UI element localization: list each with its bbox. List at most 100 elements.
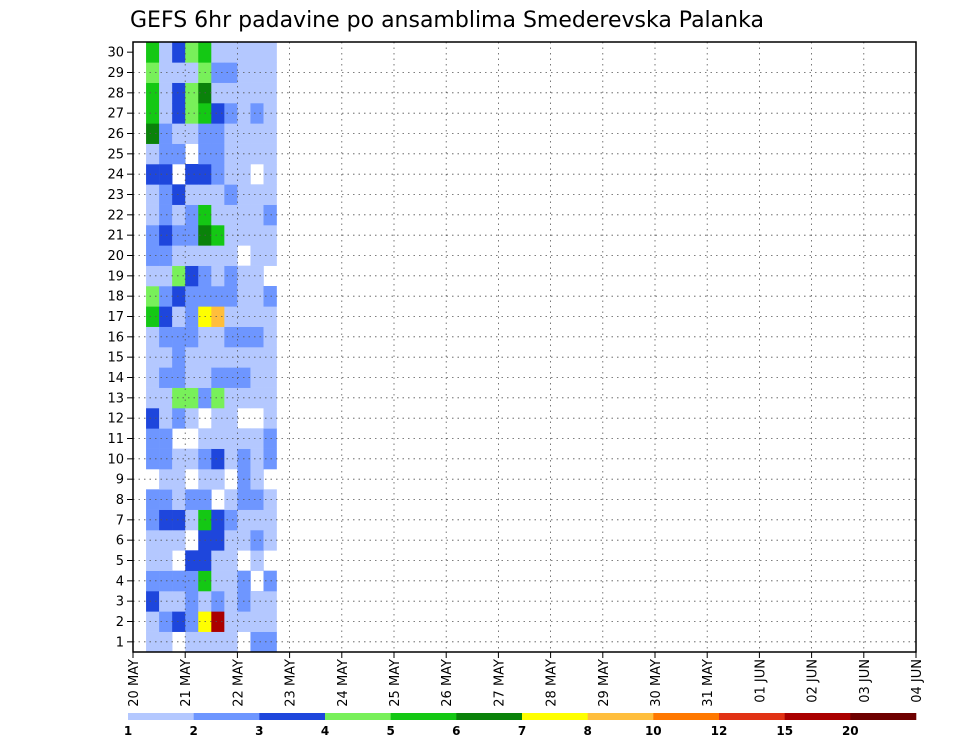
legend-label: 10 bbox=[645, 724, 662, 738]
precip-cell bbox=[263, 570, 277, 592]
precip-cell bbox=[224, 143, 238, 165]
precip-cell bbox=[172, 62, 186, 83]
precip-cell bbox=[159, 123, 173, 144]
precip-cell bbox=[211, 204, 225, 226]
precip-cell bbox=[224, 530, 238, 551]
precip-cell bbox=[185, 225, 199, 246]
precip-cell bbox=[224, 245, 238, 266]
precip-cell bbox=[159, 204, 173, 226]
precip-cell bbox=[224, 611, 238, 632]
precip-cell bbox=[146, 367, 160, 388]
precip-cell bbox=[263, 245, 277, 266]
precip-cell bbox=[159, 82, 173, 104]
y-tick-label: 3 bbox=[116, 595, 124, 610]
precip-cell bbox=[211, 306, 225, 327]
precip-cell bbox=[224, 550, 238, 571]
legend-label: 8 bbox=[584, 724, 592, 738]
precip-cell bbox=[185, 184, 199, 205]
precip-cell bbox=[185, 408, 199, 429]
precip-cell bbox=[250, 489, 264, 510]
y-tick-label: 13 bbox=[107, 391, 124, 406]
precip-cell bbox=[172, 591, 186, 612]
x-tick-label: 28 MAY bbox=[545, 659, 560, 707]
precip-cell bbox=[159, 408, 173, 429]
precip-cell bbox=[146, 123, 160, 144]
precip-cell bbox=[211, 225, 225, 246]
precip-cell bbox=[146, 428, 160, 449]
precip-cell bbox=[224, 448, 238, 470]
y-axis: 1234567891011121314151617181920212223242… bbox=[107, 46, 133, 650]
precip-cell bbox=[185, 611, 199, 632]
x-tick-label: 27 MAY bbox=[492, 659, 507, 707]
y-tick-label: 29 bbox=[107, 66, 124, 81]
precip-cell bbox=[263, 448, 277, 470]
precip-cell bbox=[146, 204, 160, 226]
legend-label: 5 bbox=[387, 724, 395, 738]
precip-cell bbox=[211, 428, 225, 449]
precip-cell bbox=[250, 428, 264, 449]
y-tick-label: 4 bbox=[116, 574, 124, 589]
precip-cell bbox=[146, 42, 160, 63]
precip-cell bbox=[185, 306, 199, 327]
precip-cell bbox=[250, 347, 264, 368]
precip-cell bbox=[263, 143, 277, 165]
precip-cell bbox=[224, 326, 238, 348]
y-tick-label: 1 bbox=[116, 635, 124, 650]
precip-cell bbox=[250, 326, 264, 348]
precip-cell bbox=[263, 428, 277, 449]
precip-cell bbox=[185, 570, 199, 592]
precip-cell bbox=[263, 367, 277, 388]
precip-cell bbox=[159, 164, 173, 185]
precip-cell bbox=[159, 225, 173, 246]
precip-cell bbox=[250, 611, 264, 632]
precip-cell bbox=[224, 42, 238, 63]
precip-cell bbox=[159, 367, 173, 388]
precip-cell bbox=[159, 306, 173, 327]
precip-cell bbox=[250, 103, 264, 124]
precip-cell bbox=[224, 631, 238, 653]
x-tick-label: 01 JUN bbox=[753, 659, 768, 703]
precip-cell bbox=[146, 306, 160, 327]
precip-cell bbox=[250, 184, 264, 205]
precip-cell bbox=[172, 103, 186, 124]
x-tick-label: 03 JUN bbox=[858, 659, 873, 703]
legend-label: 15 bbox=[776, 724, 793, 738]
precip-cell bbox=[185, 123, 199, 144]
precip-cell bbox=[250, 591, 264, 612]
precip-cell bbox=[211, 62, 225, 83]
precip-cell bbox=[250, 225, 264, 246]
precip-cell bbox=[224, 123, 238, 144]
precip-cell bbox=[159, 611, 173, 632]
precip-cell bbox=[146, 164, 160, 185]
precip-cell bbox=[172, 143, 186, 165]
precip-cell bbox=[224, 164, 238, 185]
precip-cell bbox=[159, 530, 173, 551]
y-tick-label: 18 bbox=[107, 290, 124, 305]
y-tick-label: 9 bbox=[116, 473, 124, 488]
y-tick-label: 8 bbox=[116, 493, 124, 508]
y-tick-label: 26 bbox=[107, 127, 124, 142]
precip-cell bbox=[250, 631, 264, 653]
y-tick-label: 30 bbox=[107, 46, 124, 61]
precip-cell bbox=[250, 62, 264, 83]
precip-cell bbox=[224, 306, 238, 327]
precip-cell bbox=[172, 367, 186, 388]
precip-cell bbox=[185, 164, 199, 185]
precip-cell bbox=[159, 631, 173, 653]
x-tick-label: 30 MAY bbox=[649, 659, 664, 707]
y-tick-label: 27 bbox=[107, 107, 124, 122]
precip-cell bbox=[146, 265, 160, 287]
y-tick-label: 17 bbox=[107, 310, 124, 325]
precip-cell bbox=[263, 204, 277, 226]
precip-cell bbox=[211, 408, 225, 429]
precip-cell bbox=[250, 530, 264, 551]
y-tick-label: 6 bbox=[116, 534, 124, 549]
precip-cell bbox=[263, 347, 277, 368]
y-tick-label: 22 bbox=[107, 208, 124, 223]
precip-cell bbox=[185, 103, 199, 124]
precip-cell bbox=[185, 286, 199, 307]
precip-cell bbox=[250, 550, 264, 571]
precip-cell bbox=[224, 387, 238, 409]
precip-cell bbox=[172, 387, 186, 409]
precip-cell bbox=[172, 509, 186, 531]
